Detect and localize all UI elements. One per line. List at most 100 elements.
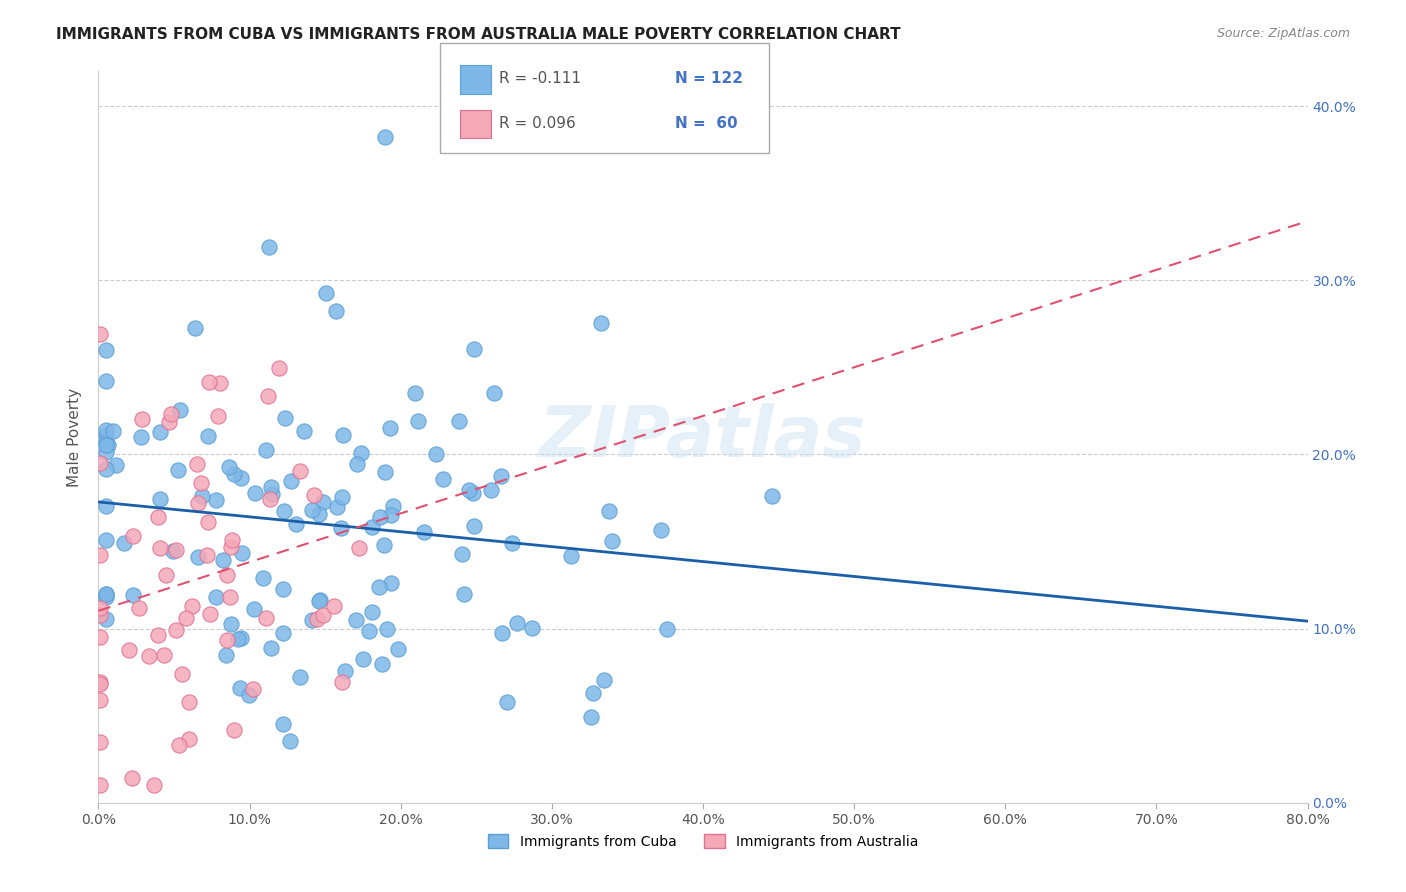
Immigrants from Cuba bbox=[94, 587, 117, 601]
Immigrants from Cuba bbox=[254, 443, 277, 458]
Immigrants from Cuba bbox=[231, 546, 253, 560]
Immigrants from Cuba bbox=[257, 240, 280, 254]
Immigrants from Cuba bbox=[271, 626, 294, 640]
Immigrants from Cuba bbox=[579, 710, 602, 724]
Immigrants from Australia bbox=[288, 464, 311, 478]
Immigrants from Cuba bbox=[368, 510, 391, 524]
Immigrants from Cuba bbox=[344, 613, 367, 627]
Immigrants from Cuba bbox=[412, 524, 434, 539]
Immigrants from Cuba bbox=[218, 460, 240, 475]
Immigrants from Cuba bbox=[94, 444, 117, 458]
Text: IMMIGRANTS FROM CUBA VS IMMIGRANTS FROM AUSTRALIA MALE POVERTY CORRELATION CHART: IMMIGRANTS FROM CUBA VS IMMIGRANTS FROM … bbox=[56, 27, 901, 42]
Text: R = 0.096: R = 0.096 bbox=[499, 116, 576, 130]
Immigrants from Australia bbox=[155, 568, 177, 582]
Immigrants from Cuba bbox=[191, 489, 214, 503]
Immigrants from Australia bbox=[128, 601, 150, 615]
Immigrants from Australia bbox=[305, 612, 328, 626]
Immigrants from Cuba bbox=[94, 434, 117, 449]
Immigrants from Australia bbox=[208, 376, 231, 390]
Immigrants from Cuba bbox=[252, 571, 274, 585]
Immigrants from Cuba bbox=[273, 504, 295, 518]
Immigrants from Cuba bbox=[215, 648, 238, 662]
Immigrants from Cuba bbox=[212, 553, 235, 567]
Immigrants from Cuba bbox=[288, 670, 311, 684]
Immigrants from Australia bbox=[186, 458, 208, 472]
Immigrants from Cuba bbox=[238, 689, 260, 703]
Immigrants from Cuba bbox=[114, 536, 136, 550]
Text: ZIPatlas: ZIPatlas bbox=[540, 402, 866, 472]
Immigrants from Cuba bbox=[284, 517, 307, 532]
Immigrants from Cuba bbox=[432, 472, 454, 486]
Immigrants from Cuba bbox=[357, 624, 380, 639]
Immigrants from Cuba bbox=[361, 520, 384, 534]
Immigrants from Cuba bbox=[330, 490, 353, 504]
Immigrants from Australia bbox=[142, 778, 165, 792]
Immigrants from Cuba bbox=[591, 316, 613, 330]
Immigrants from Australia bbox=[146, 510, 169, 524]
Immigrants from Australia bbox=[165, 543, 187, 558]
Immigrants from Cuba bbox=[582, 686, 605, 700]
Immigrants from Cuba bbox=[94, 374, 117, 388]
Immigrants from Cuba bbox=[271, 582, 294, 596]
Immigrants from Cuba bbox=[387, 642, 409, 657]
Immigrants from Cuba bbox=[461, 486, 484, 500]
Immigrants from Australia bbox=[198, 607, 221, 621]
Immigrants from Cuba bbox=[309, 593, 332, 607]
Immigrants from Cuba bbox=[301, 502, 323, 516]
Immigrants from Cuba bbox=[259, 479, 281, 493]
Immigrants from Australia bbox=[218, 590, 240, 604]
Immigrants from Cuba bbox=[335, 665, 357, 679]
Immigrants from Cuba bbox=[600, 533, 623, 548]
Immigrants from Cuba bbox=[501, 536, 523, 550]
Immigrants from Australia bbox=[89, 692, 111, 706]
Immigrants from Cuba bbox=[377, 622, 399, 636]
Immigrants from Cuba bbox=[378, 420, 401, 434]
Immigrants from Cuba bbox=[94, 428, 117, 442]
Immigrants from Cuba bbox=[224, 467, 246, 481]
Immigrants from Cuba bbox=[162, 543, 184, 558]
Immigrants from Australia bbox=[148, 628, 170, 642]
Immigrants from Cuba bbox=[326, 500, 349, 514]
Immigrants from Cuba bbox=[271, 717, 294, 731]
Immigrants from Australia bbox=[89, 601, 111, 615]
Immigrants from Cuba bbox=[380, 576, 402, 591]
Immigrants from Australia bbox=[217, 567, 239, 582]
Immigrants from Australia bbox=[157, 415, 180, 429]
Immigrants from Australia bbox=[121, 771, 143, 785]
Immigrants from Cuba bbox=[94, 612, 117, 626]
Immigrants from Cuba bbox=[260, 641, 283, 656]
Immigrants from Cuba bbox=[149, 425, 172, 440]
Immigrants from Cuba bbox=[482, 385, 505, 400]
Immigrants from Australia bbox=[131, 412, 153, 426]
Immigrants from Australia bbox=[187, 496, 209, 510]
Immigrants from Cuba bbox=[131, 430, 153, 444]
Immigrants from Cuba bbox=[463, 342, 485, 356]
Immigrants from Cuba bbox=[94, 462, 117, 476]
Immigrants from Cuba bbox=[374, 129, 396, 144]
Immigrants from Cuba bbox=[382, 500, 405, 514]
Immigrants from Cuba bbox=[301, 613, 323, 627]
Text: N =  60: N = 60 bbox=[675, 116, 738, 130]
Immigrants from Australia bbox=[153, 648, 176, 662]
Immigrants from Cuba bbox=[352, 652, 374, 666]
Immigrants from Cuba bbox=[450, 547, 472, 561]
Immigrants from Australia bbox=[89, 675, 111, 690]
Immigrants from Cuba bbox=[329, 521, 352, 535]
Immigrants from Cuba bbox=[308, 508, 330, 522]
Immigrants from Australia bbox=[159, 407, 181, 421]
Immigrants from Cuba bbox=[229, 631, 252, 645]
Immigrants from Australia bbox=[257, 389, 280, 403]
Immigrants from Australia bbox=[224, 723, 246, 737]
Immigrants from Cuba bbox=[197, 429, 219, 443]
Text: N = 122: N = 122 bbox=[675, 71, 742, 86]
Immigrants from Cuba bbox=[280, 474, 302, 488]
Legend: Immigrants from Cuba, Immigrants from Australia: Immigrants from Cuba, Immigrants from Au… bbox=[482, 829, 924, 855]
Immigrants from Cuba bbox=[219, 617, 242, 632]
Immigrants from Cuba bbox=[169, 403, 191, 417]
Immigrants from Cuba bbox=[360, 605, 382, 619]
Immigrants from Cuba bbox=[122, 588, 145, 602]
Immigrants from Cuba bbox=[489, 469, 512, 483]
Immigrants from Cuba bbox=[380, 508, 402, 522]
Immigrants from Cuba bbox=[457, 483, 479, 497]
Immigrants from Cuba bbox=[560, 549, 582, 563]
